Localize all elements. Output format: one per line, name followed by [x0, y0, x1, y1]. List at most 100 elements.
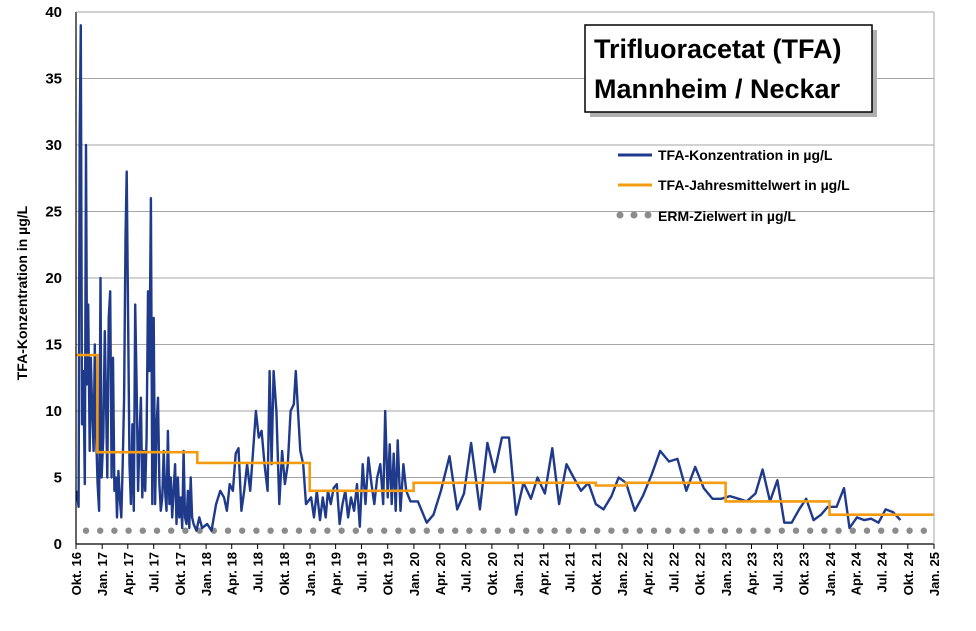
target-dot — [310, 527, 317, 534]
target-dot — [665, 527, 672, 534]
target-dot — [267, 527, 274, 534]
target-dot — [168, 527, 175, 534]
target-dot — [849, 527, 856, 534]
x-tick-label: Okt. 21 — [589, 552, 604, 595]
target-dot — [736, 527, 743, 534]
legend: TFA-Konzentration in µg/L TFA-Jahresmitt… — [616, 147, 850, 224]
target-dot — [97, 527, 104, 534]
target-dot — [281, 527, 288, 534]
target-dot — [622, 527, 629, 534]
x-tick-label: Apr. 24 — [849, 551, 864, 595]
x-tick-label: Jan. 25 — [927, 552, 942, 596]
x-tick-label: Jan. 23 — [719, 552, 734, 596]
axes — [75, 11, 935, 549]
title-box-frame — [584, 24, 873, 113]
target-dot — [409, 527, 416, 534]
target-dot — [224, 527, 232, 534]
annual-mean-series — [76, 353, 934, 517]
x-tick-label: Jul. 18 — [251, 552, 266, 592]
x-tick-label: Apr. 20 — [433, 552, 448, 595]
target-dot — [551, 527, 558, 534]
target-dot — [452, 527, 459, 534]
target-dot — [821, 527, 828, 534]
legend-label-target: ERM-Zielwert in µg/L — [658, 208, 796, 224]
y-tick-label: 40 — [45, 4, 62, 21]
target-dot — [295, 527, 303, 534]
target-dot — [863, 527, 871, 534]
target-dot — [594, 527, 601, 534]
x-tick-label: Apr. 19 — [329, 552, 344, 595]
y-tick-label: 30 — [45, 137, 62, 154]
x-tick-label: Okt. 20 — [485, 552, 500, 595]
x-tick-label: Okt. 22 — [693, 552, 708, 595]
x-tick-label: Jan. 22 — [615, 552, 630, 596]
y-tick-label: 20 — [45, 270, 62, 287]
target-dot — [778, 527, 785, 534]
target-dot — [523, 527, 530, 534]
target-dot — [892, 527, 899, 534]
target-dot — [366, 527, 374, 534]
target-dot — [537, 527, 544, 534]
concentration-line — [75, 24, 902, 532]
x-tick-label: Jul. 20 — [459, 552, 474, 592]
y-tick-label: 35 — [45, 71, 62, 88]
legend-dot-target — [630, 211, 638, 219]
y-tick-label: 5 — [54, 470, 62, 487]
y-axis-label: TFA-Konzentration in µg/L — [14, 205, 30, 380]
x-tick-label: Okt. 24 — [901, 551, 916, 595]
legend-dot-target — [644, 211, 652, 219]
x-tick-label: Jan. 17 — [95, 552, 110, 596]
target-dot — [750, 527, 757, 534]
target-dot — [139, 527, 146, 534]
y-tick-labels: 0 5 10 15 20 25 30 35 40 — [45, 4, 62, 553]
target-dot — [253, 527, 260, 534]
x-tick-label: Apr. 17 — [121, 552, 136, 595]
concentration-series — [75, 24, 902, 532]
target-dot — [636, 527, 643, 534]
target-dot — [721, 527, 729, 534]
target-dot — [395, 527, 402, 534]
x-tick-label: Okt. 16 — [69, 552, 84, 595]
target-dot — [679, 527, 686, 534]
x-tick-label: Jul. 17 — [147, 552, 162, 592]
x-tick-label: Okt. 17 — [173, 552, 188, 595]
x-tick-label: Jul. 22 — [667, 552, 682, 592]
target-dot — [153, 527, 161, 534]
chart-title-line-2: Mannheim / Neckar — [594, 74, 841, 104]
target-dot — [906, 527, 913, 534]
target-dot — [707, 527, 714, 534]
target-dot — [338, 527, 345, 534]
x-tick-label: Jan. 20 — [407, 552, 422, 596]
target-dot — [579, 527, 587, 534]
x-tick-label: Okt. 19 — [381, 552, 396, 595]
y-tick-label: 0 — [54, 536, 62, 553]
target-dot — [764, 527, 771, 534]
legend-label-annual-mean: TFA-Jahresmittelwert in µg/L — [658, 177, 850, 193]
chart-title-line-1: Trifluoracetat (TFA) — [594, 34, 842, 64]
target-dot — [508, 527, 516, 534]
target-dot — [239, 527, 246, 534]
target-dot — [182, 527, 189, 534]
target-dot — [324, 527, 331, 534]
y-tick-label: 25 — [45, 204, 62, 221]
target-dot — [381, 527, 388, 534]
x-tick-label: Okt. 23 — [797, 552, 812, 595]
target-dot — [650, 527, 658, 534]
annual-mean-line — [76, 353, 934, 517]
target-dot — [807, 527, 814, 534]
x-tick-label: Apr. 22 — [641, 552, 656, 595]
target-dot — [352, 527, 359, 534]
target-dot — [792, 527, 800, 534]
target-dot — [196, 527, 203, 534]
x-tick-label: Jan. 18 — [199, 552, 214, 596]
x-tick-label: Jul. 21 — [563, 552, 578, 592]
target-dot — [423, 527, 430, 534]
target-series — [82, 527, 927, 534]
x-tick-label: Apr. 21 — [537, 552, 552, 595]
target-dot — [693, 527, 700, 534]
target-dot — [125, 527, 132, 534]
x-tick-label: Okt. 18 — [277, 552, 292, 595]
legend-label-concentration: TFA-Konzentration in µg/L — [658, 147, 833, 163]
target-dot — [82, 527, 90, 534]
target-dot — [494, 527, 501, 534]
